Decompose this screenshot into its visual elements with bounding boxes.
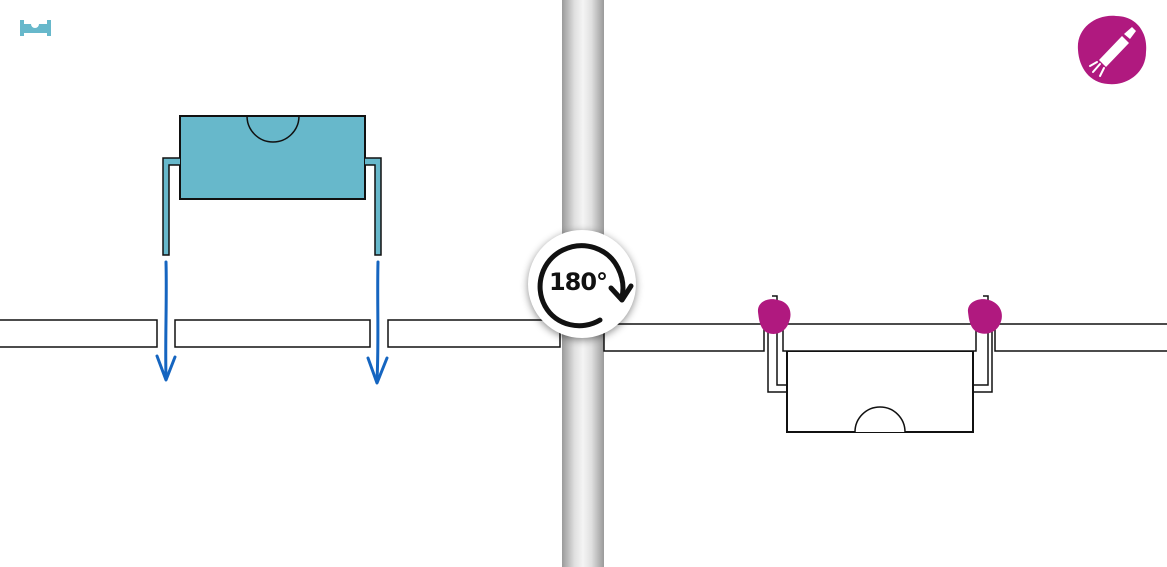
right-panel [604,0,1167,567]
rotate-180-badge: 180° [528,230,636,338]
rotate-arrow-icon [537,243,634,329]
arrow-left [164,260,168,380]
through-hole-component [162,115,382,256]
orientation-notch-underside [854,406,906,433]
solder-joint-left [757,299,791,334]
solder-joint-right [967,299,1002,334]
arrow-right [375,260,380,382]
solder-icon [1077,15,1147,85]
component-body [179,115,366,200]
circuit-board-right [603,323,1167,352]
component-icon [20,20,51,36]
arrow-left-head [155,354,177,382]
board-segment-center [782,323,977,352]
circuit-board-left [0,319,561,348]
left-lead [162,157,180,256]
soldered-component [757,295,1002,433]
left-panel [0,0,562,567]
lead-left-bent [767,330,787,393]
right-lead [365,157,382,256]
orientation-notch [246,115,300,143]
arrow-right-head [366,356,389,385]
rotation-label: 180° [548,268,608,296]
insertion-arrows [155,260,389,385]
lead-right-bent [973,330,993,393]
